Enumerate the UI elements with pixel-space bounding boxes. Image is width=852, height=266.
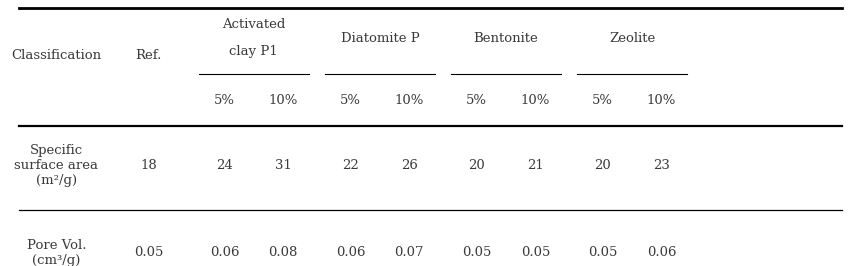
Text: 0.07: 0.07 — [394, 246, 424, 259]
Text: 23: 23 — [653, 159, 670, 172]
Text: 0.06: 0.06 — [336, 246, 366, 259]
Text: clay P1: clay P1 — [229, 45, 279, 58]
Text: 20: 20 — [595, 159, 611, 172]
Text: Ref.: Ref. — [135, 49, 162, 62]
Text: 0.05: 0.05 — [462, 246, 492, 259]
Text: 26: 26 — [401, 159, 417, 172]
Text: Zeolite: Zeolite — [609, 32, 655, 45]
Text: 0.08: 0.08 — [268, 246, 298, 259]
Text: Bentonite: Bentonite — [474, 32, 538, 45]
Text: 10%: 10% — [268, 94, 298, 107]
Text: 31: 31 — [275, 159, 291, 172]
Text: 10%: 10% — [647, 94, 676, 107]
Text: Diatomite P: Diatomite P — [341, 32, 419, 45]
Text: Classification: Classification — [11, 49, 101, 62]
Text: 21: 21 — [527, 159, 544, 172]
Text: Pore Vol.
(cm³/g): Pore Vol. (cm³/g) — [26, 239, 86, 266]
Text: 5%: 5% — [592, 94, 613, 107]
Text: 24: 24 — [216, 159, 233, 172]
Text: 0.06: 0.06 — [210, 246, 239, 259]
Text: Activated: Activated — [222, 18, 285, 31]
Text: 5%: 5% — [214, 94, 235, 107]
Text: 0.06: 0.06 — [647, 246, 676, 259]
Text: Specific
surface area
(m²/g): Specific surface area (m²/g) — [14, 144, 98, 187]
Text: 5%: 5% — [466, 94, 487, 107]
Text: 20: 20 — [469, 159, 485, 172]
Text: 0.05: 0.05 — [521, 246, 550, 259]
Text: 10%: 10% — [521, 94, 550, 107]
Text: 22: 22 — [343, 159, 359, 172]
Text: 5%: 5% — [340, 94, 361, 107]
Text: 0.05: 0.05 — [588, 246, 618, 259]
Text: 0.05: 0.05 — [134, 246, 164, 259]
Text: 10%: 10% — [394, 94, 424, 107]
Text: 18: 18 — [141, 159, 157, 172]
